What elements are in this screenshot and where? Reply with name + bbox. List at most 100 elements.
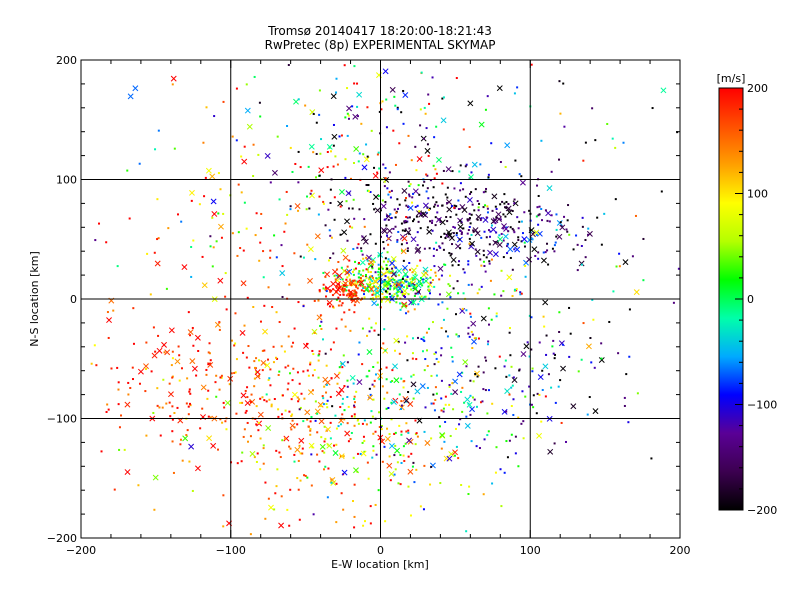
data-point-dot [421,278,424,281]
data-point-dot [341,278,344,281]
data-point-dot [281,394,284,397]
data-point-dot [297,459,300,462]
data-point-dot [278,370,281,373]
data-point-dot [481,400,484,403]
data-point-dot [592,318,595,321]
data-point-dot [297,150,300,153]
data-point-dot [387,218,390,221]
data-point-dot [376,303,379,306]
data-point-dot [448,383,451,386]
data-point-dot [614,198,617,201]
data-point-dot [341,402,344,405]
data-point-dot [452,225,455,228]
data-point-dot [298,382,301,385]
data-point-dot [423,247,426,250]
data-point-dot [117,388,120,391]
data-point-dot [320,327,323,330]
data-point-dot [306,243,309,246]
data-point-dot [275,449,278,452]
data-point-dot [150,370,153,373]
data-point-dot [185,434,188,437]
data-point-dot [513,248,516,251]
data-point-dot [154,350,157,353]
data-point-dot [536,206,539,209]
data-point-dot [165,287,168,290]
data-point-dot [634,214,637,217]
data-point-dot [627,421,630,424]
data-point-dot [157,334,160,337]
data-point-dot [412,461,415,464]
data-point-dot [297,400,300,403]
data-point-dot [293,453,296,456]
data-point-dot [310,415,313,418]
data-point-cross [200,384,207,391]
data-point-dot [413,295,416,298]
data-point-dot [420,295,423,298]
data-point-dot [550,170,553,173]
data-point-dot [376,289,379,292]
data-point-cross [386,276,393,283]
data-point-dot [372,202,375,205]
data-point-dot [371,383,374,386]
data-point-dot [120,414,123,417]
data-point-dot [362,257,365,260]
data-point-dot [400,377,403,380]
data-point-dot [369,233,372,236]
data-point-dot [441,97,444,100]
data-point-dot [528,385,531,388]
data-point-dot [468,237,471,240]
data-point-dot [396,461,399,464]
data-point-cross [469,240,475,247]
data-point-cross [137,368,144,375]
data-point-dot [391,270,394,273]
data-point-dot [677,267,680,270]
data-point-dot [247,440,250,443]
data-point-dot [387,406,390,409]
data-point-dot [412,287,415,290]
data-point-cross [474,230,481,237]
data-point-dot [512,376,515,379]
data-point-dot [587,233,590,236]
data-point-dot [215,240,218,243]
data-point-dot [388,190,391,193]
data-point-cross [168,391,174,398]
data-point-cross [181,264,188,271]
data-point-dot [269,384,272,387]
data-point-cross [124,401,131,408]
data-point-dot [324,288,327,291]
data-point-dot [406,275,409,278]
data-point-dot [380,108,383,111]
data-point-dot [308,207,311,210]
data-point-dot [205,106,208,109]
data-point-dot [396,240,399,243]
data-point-dot [584,238,587,241]
data-point-dot [209,359,212,362]
data-point-dot [555,235,558,238]
data-point-dot [209,245,212,248]
data-point-cross [332,450,339,456]
data-point-dot [326,166,329,169]
data-point-dot [363,286,366,289]
data-point-dot [245,356,248,359]
data-point-dot [345,200,348,203]
data-point-dot [180,367,183,370]
data-point-dot [188,390,191,393]
data-point-dot [209,235,212,238]
data-point-dot [502,239,505,242]
data-point-dot [374,430,377,433]
data-point-dot [553,357,556,360]
data-point-dot [292,367,295,370]
data-point-dot [395,301,398,304]
data-point-dot [576,243,579,246]
data-point-dot [365,276,368,279]
data-point-dot [504,359,507,362]
data-point-dot [385,378,388,381]
data-point-dot [369,393,372,396]
data-point-dot [412,220,415,223]
data-point-dot [208,352,211,355]
data-point-cross [318,418,325,425]
data-point-dot [393,454,396,457]
data-point-dot [437,360,440,363]
data-point-dot [358,208,361,211]
